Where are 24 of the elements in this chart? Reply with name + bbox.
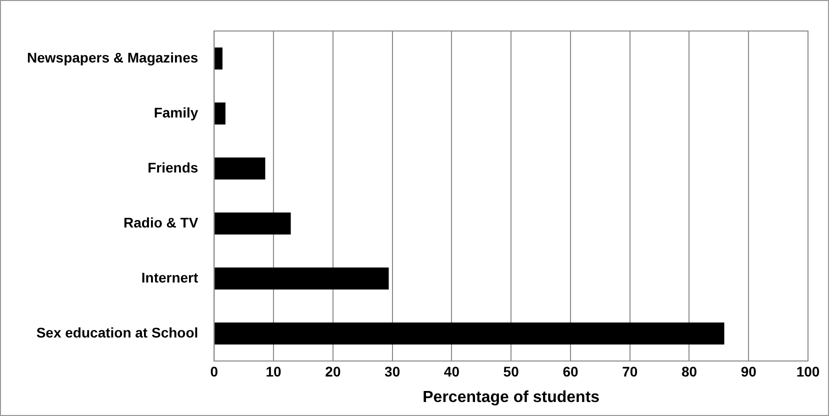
y-tick-label: Sex education at School [36, 324, 198, 340]
x-tick-label: 20 [325, 363, 341, 380]
y-tick-label: Friends [148, 159, 198, 176]
x-axis-title: Percentage of students [422, 388, 600, 406]
bar [214, 158, 266, 180]
bar [214, 212, 291, 234]
y-tick-label: Internert [141, 269, 198, 286]
bar [214, 322, 724, 344]
x-tick-label: 50 [503, 363, 520, 380]
x-tick-label: 0 [210, 363, 218, 380]
x-tick-label: 60 [562, 363, 578, 380]
x-tick-label: 40 [444, 363, 460, 380]
bar [214, 268, 389, 290]
bar [214, 48, 222, 70]
x-tick-label: 70 [622, 363, 638, 380]
y-tick-label: Family [154, 104, 198, 120]
y-tick-label: Radio & TV [124, 214, 199, 230]
bar [214, 102, 226, 124]
y-tick-label: Newspapers & Magazines [27, 49, 198, 66]
x-tick-label: 30 [384, 363, 400, 380]
x-tick-label: 90 [740, 363, 757, 380]
x-tick-label: 100 [796, 363, 820, 380]
x-tick-label: 80 [681, 363, 698, 380]
x-tick-label: 10 [266, 363, 282, 380]
